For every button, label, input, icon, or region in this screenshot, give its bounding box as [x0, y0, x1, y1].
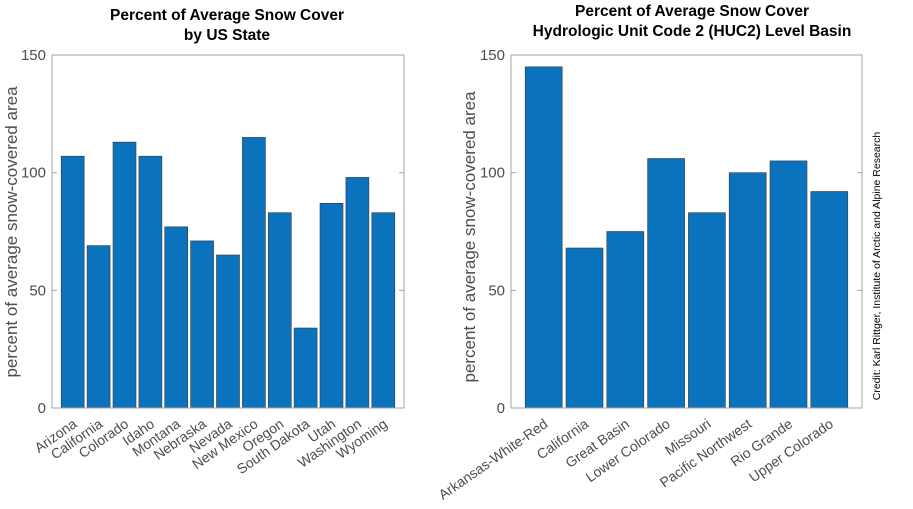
state-snow-cover-chart: Percent of Average Snow Cover by US Stat…	[2, 7, 405, 477]
y-ticks: 0 50 100 150	[21, 47, 404, 417]
y-ticks: 0 50 100 150	[480, 47, 862, 417]
y-tick-label: 50	[29, 282, 46, 299]
bar-montana	[164, 226, 188, 409]
bar-nevada	[216, 254, 240, 409]
x-category-labels: ArizonaCaliforniaColoradoIdahoMontanaNeb…	[31, 415, 390, 477]
bar-great-basin	[606, 231, 645, 409]
bar-washington	[345, 177, 370, 409]
y-axis-label: percent of average snow-covered area	[460, 91, 479, 383]
bar-arkansas-white-red	[524, 66, 563, 409]
y-tick-label: 150	[21, 47, 46, 64]
chart-title-line-2: Hydrologic Unit Code 2 (HUC2) Level Basi…	[533, 23, 852, 40]
y-axis-label: percent of average snow-covered area	[2, 86, 21, 378]
bar-rio-grande	[769, 160, 808, 409]
bar-utah	[319, 203, 344, 409]
bar-california	[565, 247, 604, 409]
y-tick-label: 150	[480, 47, 505, 64]
plot-frame	[51, 54, 405, 409]
chart-title-line-1: Percent of Average Snow Cover	[110, 7, 344, 24]
bar-pacific-northwest	[728, 172, 767, 409]
bar-colorado	[112, 141, 137, 409]
y-tick-label: 0	[497, 400, 505, 417]
plot-frame	[510, 54, 863, 409]
y-tick-label: 100	[21, 165, 46, 182]
bar-group	[524, 66, 849, 409]
bar-new-mexico	[242, 137, 266, 409]
bar-missouri	[688, 212, 726, 409]
bar-oregon	[267, 212, 292, 409]
credit-text: Credit: Karl Rittger, Institute of Arcti…	[871, 132, 883, 401]
bar-arizona	[60, 155, 85, 409]
bar-lower-colorado	[647, 158, 685, 409]
bar-upper-colorado	[810, 191, 849, 409]
y-tick-label: 50	[488, 282, 505, 299]
bar-idaho	[138, 155, 163, 409]
x-tick-label: Arkansas-White-Red	[435, 415, 550, 502]
bar-group	[60, 137, 396, 409]
chart-title-line-1: Percent of Average Snow Cover	[575, 3, 809, 20]
bar-california	[86, 245, 111, 409]
bar-south-dakota	[293, 327, 318, 409]
bar-nebraska	[190, 240, 214, 409]
chart-title-line-2: by US State	[184, 27, 271, 44]
y-tick-label: 100	[480, 165, 505, 182]
bar-wyoming	[371, 212, 396, 409]
huc2-basin-snow-cover-chart: Percent of Average Snow Cover Hydrologic…	[435, 3, 863, 503]
y-tick-label: 0	[38, 400, 46, 417]
